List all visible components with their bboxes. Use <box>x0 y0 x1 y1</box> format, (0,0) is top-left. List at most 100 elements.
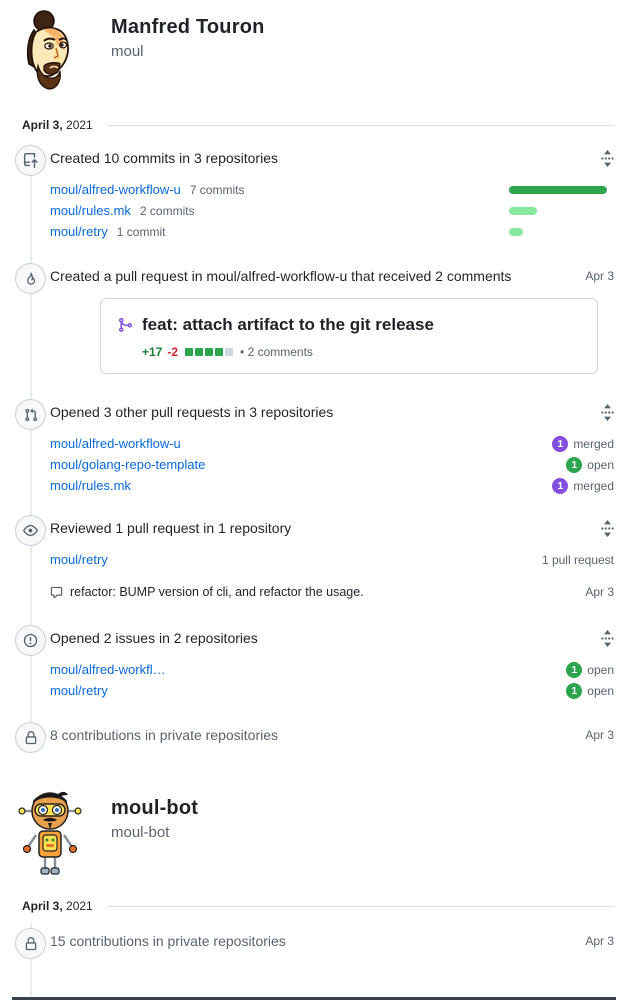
entry-title: Opened 2 issues in 2 repositories <box>50 630 258 646</box>
commit-bar <box>509 228 523 236</box>
entry-title: Created 10 commits in 3 repositories <box>50 150 278 166</box>
commit-count: 1 commit <box>116 224 166 239</box>
entry-private-contributions: 15 contributions in private repositories… <box>0 928 630 959</box>
avatar-moul[interactable] <box>14 8 86 98</box>
issue-opened-icon <box>15 625 46 656</box>
repo-link[interactable]: moul/alfred-workfl… <box>50 662 166 677</box>
pr-diffstat: +17 -2 • 2 comments <box>142 345 581 359</box>
pr-repo-row: moul/alfred-workflow-u 1 merged <box>50 433 614 454</box>
entry-title: Reviewed 1 pull request in 1 repository <box>50 520 292 536</box>
profile-name: Manfred Touron <box>111 16 265 38</box>
repo-push-icon <box>15 145 46 176</box>
commit-count: 2 commits <box>139 203 195 218</box>
repo-link[interactable]: moul/rules.mk <box>50 478 131 493</box>
profile-login: moul-bot <box>111 824 170 841</box>
diffstat-squares <box>185 348 234 356</box>
commit-repo-row: moul/rules.mk 2 commits <box>50 200 614 221</box>
repo-link[interactable]: moul/golang-repo-template <box>50 457 206 472</box>
lock-icon <box>15 722 46 753</box>
repo-link[interactable]: moul/alfred-workflow-u <box>50 182 181 197</box>
profile-name: moul-bot <box>111 797 199 819</box>
profile-login: moul <box>111 43 144 60</box>
private-contributions-text: 8 contributions in private repositories <box>50 727 279 743</box>
profile-info: Manfred Touron moul <box>111 8 265 60</box>
pr-status: open <box>587 457 614 472</box>
bottom-divider <box>12 997 616 1000</box>
pr-status: merged <box>573 436 614 451</box>
deletions-count: -2 <box>167 345 179 359</box>
profile-header-moul-bot: moul-bot moul-bot <box>0 781 630 879</box>
timeline-line <box>30 144 32 739</box>
diff-square <box>215 348 224 356</box>
repo-link[interactable]: moul/retry <box>50 224 108 239</box>
eye-icon <box>15 515 46 546</box>
lock-icon <box>15 928 46 959</box>
commit-bar <box>509 186 607 194</box>
repo-link[interactable]: moul/retry <box>50 683 108 698</box>
issue-repo-row: moul/retry 1 open <box>50 680 614 701</box>
date-rule <box>106 124 614 126</box>
flame-icon <box>15 263 46 294</box>
pr-repo-row: moul/golang-repo-template 1 open <box>50 454 614 475</box>
date-rule <box>106 905 614 907</box>
issue-status: open <box>587 662 614 677</box>
drag-grabber-icon[interactable] <box>601 630 614 652</box>
profile-info: moul-bot moul-bot <box>111 789 198 841</box>
review-title-link[interactable]: refactor: BUMP version of cli, and refac… <box>70 585 364 599</box>
entry-date: Apr 3 <box>585 728 614 742</box>
pr-status: merged <box>573 478 614 493</box>
diff-square <box>195 348 204 356</box>
pr-card-title-row: feat: attach artifact to the git release <box>117 315 581 335</box>
repo-link[interactable]: moul/retry <box>50 552 108 567</box>
private-contributions-text: 15 contributions in private repositories <box>50 933 286 949</box>
date-label: April 3, 2021 <box>22 899 93 913</box>
entry-private-contributions: 8 contributions in private repositories … <box>0 722 630 753</box>
issue-status: open <box>587 683 614 698</box>
commit-count: 7 commits <box>189 182 245 197</box>
repo-link[interactable]: moul/alfred-workflow-u <box>50 436 181 451</box>
commit-repo-row: moul/alfred-workflow-u 7 commits <box>50 179 614 200</box>
pr-repo-row: moul/rules.mk 1 merged <box>50 475 614 496</box>
entry-pr-created: Created a pull request in moul/alfred-wo… <box>0 263 630 374</box>
profile-header-moul: Manfred Touron moul <box>0 0 630 98</box>
entry-review: Reviewed 1 pull request in 1 repository … <box>0 515 630 602</box>
pr-comments-count: • 2 comments <box>240 345 313 359</box>
entry-title: Opened 3 other pull requests in 3 reposi… <box>50 404 334 420</box>
review-date: Apr 3 <box>585 585 614 599</box>
pr-count-badge: 1 <box>552 435 569 452</box>
pr-count-badge: 1 <box>566 456 583 473</box>
review-repo-row: moul/retry 1 pull request <box>50 549 614 570</box>
additions-count: +17 <box>142 345 163 359</box>
entry-issues: Opened 2 issues in 2 repositories moul/a… <box>0 625 630 701</box>
pull-request-card: feat: attach artifact to the git release… <box>100 298 598 374</box>
entry-date: Apr 3 <box>585 269 614 283</box>
commit-repo-list: moul/alfred-workflow-u 7 commits moul/ru… <box>50 179 614 242</box>
entry-date: Apr 3 <box>585 934 614 948</box>
entry-prs-opened: Opened 3 other pull requests in 3 reposi… <box>0 399 630 496</box>
pr-title-link[interactable]: feat: attach artifact to the git release <box>142 315 434 334</box>
date-divider: April 3, 2021 <box>22 899 614 913</box>
diff-square <box>185 348 194 356</box>
entry-commits: Created 10 commits in 3 repositories mou… <box>0 145 630 242</box>
commit-repo-row: moul/retry 1 commit <box>50 221 614 242</box>
date-label: April 3, 2021 <box>22 118 93 132</box>
issue-count-badge: 1 <box>566 682 583 699</box>
repo-link[interactable]: moul/rules.mk <box>50 203 131 218</box>
timeline-line <box>30 923 32 997</box>
drag-grabber-icon[interactable] <box>601 150 614 172</box>
commit-bar <box>509 207 537 215</box>
entry-title: Created a pull request in moul/alfred-wo… <box>50 268 512 284</box>
pr-count-badge: 1 <box>552 477 569 494</box>
pr-repo-list: moul/alfred-workflow-u 1 merged moul/gol… <box>50 433 614 496</box>
drag-grabber-icon[interactable] <box>601 520 614 542</box>
drag-grabber-icon[interactable] <box>601 404 614 426</box>
timeline-moul: Created 10 commits in 3 repositories mou… <box>0 144 630 753</box>
comment-icon <box>50 586 63 598</box>
timeline-moul-bot: 15 contributions in private repositories… <box>0 923 630 997</box>
diff-square <box>205 348 214 356</box>
avatar-moul-bot[interactable] <box>14 789 86 879</box>
review-comment-row: refactor: BUMP version of cli, and refac… <box>50 582 614 602</box>
issue-repo-row: moul/alfred-workfl… 1 open <box>50 659 614 680</box>
issue-count-badge: 1 <box>566 661 583 678</box>
